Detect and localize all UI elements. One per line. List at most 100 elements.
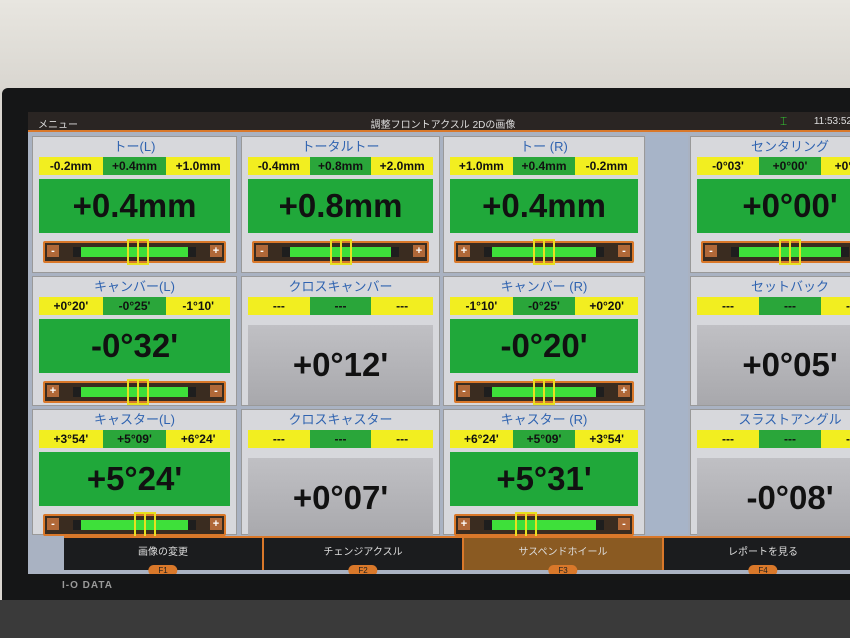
panel-title: クロスキャスター: [288, 412, 393, 427]
range-max: +0°03': [821, 157, 850, 175]
panel-title: キャンバー (R): [500, 279, 588, 294]
screen: メニュー 調整フロントアクスル 2Dの画像 ⌶ 11:53:52 トー(L) -…: [28, 112, 850, 574]
adjustment-gauge: - +: [252, 239, 429, 265]
gauge-left-sign: -: [705, 245, 717, 257]
gauge-right-sign: -: [210, 385, 222, 397]
function-button-f1[interactable]: 画像の変更 F1: [64, 538, 264, 574]
gauge-left-sign: -: [47, 518, 59, 530]
gauge-marker: [779, 239, 801, 265]
function-label: チェンジアクスル: [323, 547, 403, 558]
panel-title: クロスキャンバー: [288, 279, 393, 294]
gauge-left-sign: +: [47, 385, 59, 397]
range-min: +0°20': [39, 297, 103, 315]
function-label: 画像の変更: [138, 547, 188, 558]
panel-cross-camber: クロスキャンバー --- --- --- +0°12': [241, 276, 440, 406]
gauge-left-sign: +: [458, 245, 470, 257]
function-button-f4[interactable]: レポートを見る F4: [664, 538, 850, 574]
function-key: F2: [348, 565, 378, 574]
panel-title: スラストアングル: [738, 412, 842, 427]
range-max: +6°24': [166, 430, 231, 448]
measured-value: +0°07': [248, 458, 433, 538]
range-nominal: ---: [309, 430, 372, 448]
range-max: ---: [821, 430, 850, 448]
gauge-right-sign: -: [618, 245, 630, 257]
range-min: ---: [248, 430, 310, 448]
adjustment-gauge: + -: [454, 512, 634, 538]
measured-value: +5°31': [450, 452, 638, 506]
panel-camber-left: キャンバー(L) +0°20' -0°25' -1°10' -0°32' + -: [32, 276, 237, 406]
gauge-marker: [329, 239, 352, 265]
gauge-tolerance-zone: [81, 387, 188, 397]
adjustment-gauge: - +: [43, 512, 226, 538]
panel-title: センタリング: [750, 139, 829, 154]
panel-toe-right: トー (R) +1.0mm +0.4mm -0.2mm +0.4mm + -: [443, 136, 645, 273]
function-button-f3[interactable]: サスペンドホイール F3: [464, 538, 664, 574]
range-nominal: -0°25': [102, 297, 167, 315]
panel-title: キャンバー(L): [94, 279, 175, 294]
range-min: ---: [697, 297, 759, 315]
panel-title: トータルトー: [301, 139, 380, 154]
tolerance-range: +1.0mm +0.4mm -0.2mm: [450, 157, 639, 175]
wall-background: [0, 0, 850, 95]
measured-value: +5°24': [39, 452, 230, 506]
measured-value: -0°08': [697, 458, 850, 538]
range-nominal: -0°25': [512, 297, 576, 315]
range-max: +1.0mm: [166, 157, 231, 175]
function-label: サスペンドホイール: [518, 547, 608, 558]
range-min: -0°03': [697, 157, 759, 175]
panel-toe-left: トー(L) -0.2mm +0.4mm +1.0mm +0.4mm - +: [32, 136, 237, 273]
tolerance-range: +6°24' +5°09' +3°54': [450, 430, 639, 448]
tolerance-range: -0.2mm +0.4mm +1.0mm: [39, 157, 231, 175]
gauge-marker: [127, 239, 150, 265]
tolerance-range: --- --- ---: [697, 430, 850, 448]
panel-title: トー (R): [520, 139, 568, 154]
gauge-left-sign: -: [458, 385, 470, 397]
gauge-left-sign: -: [256, 245, 268, 257]
measured-value: -0°32': [39, 319, 230, 373]
lift-icon: ⌶: [780, 114, 788, 128]
range-min: ---: [697, 430, 759, 448]
tolerance-range: --- --- ---: [248, 297, 434, 315]
measured-value: +0.4mm: [450, 179, 638, 233]
panel-caster-right: キャスター (R) +6°24' +5°09' +3°54' +5°31' + …: [443, 409, 645, 538]
measured-value: +0°00': [697, 179, 850, 233]
panel-centering: センタリング -0°03' +0°00' +0°03' +0°00' - +: [690, 136, 850, 273]
panel-title: トー(L): [113, 139, 156, 154]
panel-title: キャスター (R): [500, 412, 588, 427]
menu-button[interactable]: メニュー: [38, 120, 78, 131]
range-nominal: +0°00': [759, 157, 821, 175]
range-min: +3°54': [39, 430, 103, 448]
gauge-right-sign: +: [413, 245, 425, 257]
range-min: +6°24': [450, 430, 513, 448]
range-nominal: +5°09': [102, 430, 167, 448]
range-max: +2.0mm: [371, 157, 434, 175]
measured-value: +0.8mm: [248, 179, 433, 233]
gauge-marker: [515, 512, 538, 538]
tolerance-range: +0°20' -0°25' -1°10': [39, 297, 231, 315]
gauge-right-sign: +: [210, 518, 222, 530]
range-min: -0.2mm: [39, 157, 103, 175]
range-max: -1°10': [166, 297, 231, 315]
range-nominal: ---: [759, 297, 821, 315]
function-button-f2[interactable]: チェンジアクスル F2: [264, 538, 464, 574]
adjustment-gauge: - +: [454, 379, 634, 405]
range-min: ---: [248, 297, 310, 315]
panel-title: セットバック: [750, 279, 829, 294]
gauge-marker: [533, 239, 555, 265]
tolerance-range: -0.4mm +0.8mm +2.0mm: [248, 157, 434, 175]
tolerance-range: +3°54' +5°09' +6°24': [39, 430, 231, 448]
range-nominal: +5°09': [512, 430, 576, 448]
range-nominal: +0.4mm: [102, 157, 167, 175]
gauge-right-sign: +: [210, 245, 222, 257]
panel-caster-left: キャスター(L) +3°54' +5°09' +6°24' +5°24' - +: [32, 409, 237, 538]
panel-thrust-angle: スラストアングル --- --- --- -0°08': [690, 409, 850, 538]
measured-value: +0.4mm: [39, 179, 230, 233]
gauge-marker: [533, 379, 555, 405]
function-label: レポートを見る: [728, 547, 798, 558]
monitor-stand: [0, 600, 850, 638]
range-nominal: ---: [309, 297, 372, 315]
header-bar: メニュー 調整フロントアクスル 2Dの画像 ⌶ 11:53:52: [28, 112, 850, 132]
panel-setback: セットバック --- --- --- +0°05': [690, 276, 850, 406]
gauge-tolerance-zone: [492, 520, 596, 530]
range-nominal: +0.4mm: [512, 157, 576, 175]
